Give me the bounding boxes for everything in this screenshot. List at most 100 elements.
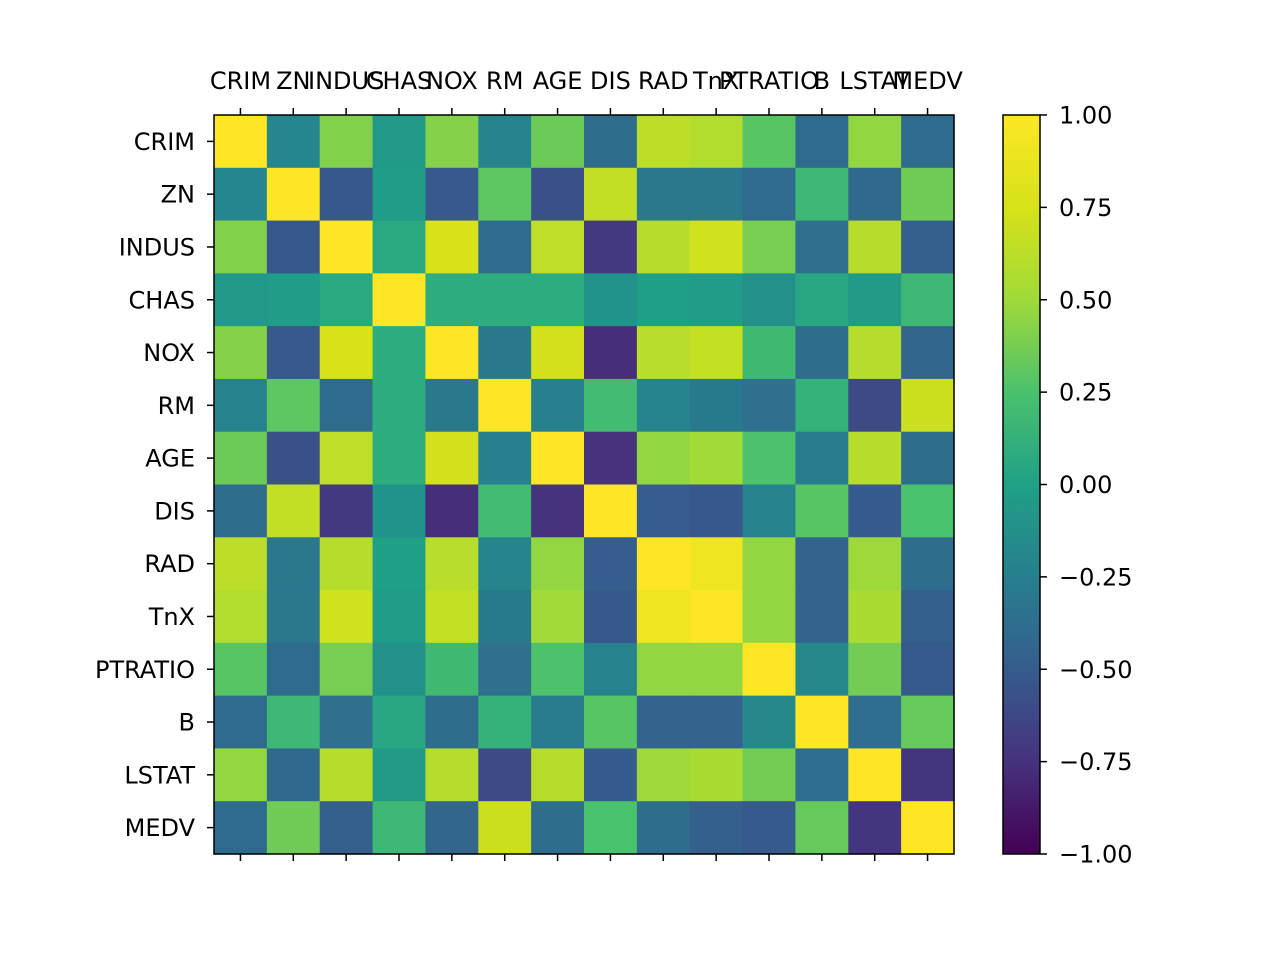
- y-tick-label: NOX: [143, 339, 195, 367]
- colorbar: [1002, 114, 1041, 855]
- heatmap-cell: [689, 431, 744, 486]
- heatmap-cell: [425, 748, 479, 802]
- heatmap-cell: [689, 748, 744, 802]
- y-tick-label: AGE: [145, 445, 195, 473]
- heatmap-cell: [319, 748, 374, 802]
- heatmap-cell: [636, 801, 691, 855]
- colorbar-tick-label: 0.25: [1059, 379, 1112, 407]
- heatmap-cell: [901, 115, 955, 169]
- heatmap-cell: [214, 431, 268, 486]
- heatmap-cell: [425, 537, 479, 591]
- heatmap-cell: [319, 115, 374, 169]
- heatmap-cell: [742, 801, 797, 855]
- x-tick-label: MEDV: [892, 67, 963, 95]
- heatmap-cell: [848, 220, 902, 274]
- heatmap-cell: [531, 748, 585, 802]
- heatmap-cell: [214, 378, 268, 433]
- heatmap-cell: [372, 167, 427, 222]
- heatmap-cell: [901, 431, 955, 486]
- heatmap-cell: [372, 115, 427, 169]
- heatmap-cell: [531, 431, 585, 486]
- heatmap-cell: [319, 537, 374, 591]
- heatmap-cell: [742, 115, 797, 169]
- x-tick-label: TnX: [692, 67, 739, 95]
- x-tick-label: PTRATIO: [719, 67, 819, 95]
- heatmap-cell: [795, 748, 849, 802]
- colorbar-tick-label: 1.00: [1059, 102, 1112, 130]
- heatmap-cell: [901, 537, 955, 591]
- y-tick-label: B: [179, 709, 195, 737]
- heatmap-cell: [478, 748, 532, 802]
- colorbar-gradient: [1002, 114, 1041, 855]
- heatmap-cell: [636, 537, 691, 591]
- heatmap-cell: [214, 642, 268, 697]
- x-tick-label: AGE: [533, 67, 583, 95]
- heatmap-cell: [795, 537, 849, 591]
- heatmap-cell: [584, 484, 638, 538]
- heatmap-cell: [742, 326, 797, 380]
- x-tick-label: CRIM: [210, 67, 271, 95]
- heatmap-cell: [214, 801, 268, 855]
- heatmap-cell: [372, 273, 427, 327]
- heatmap-cell: [319, 326, 374, 380]
- heatmap-cell: [214, 220, 268, 274]
- heatmap-cell: [372, 431, 427, 486]
- heatmap-cell: [584, 801, 638, 855]
- heatmap-cell: [636, 115, 691, 169]
- heatmap-cell: [266, 590, 321, 644]
- colorbar-tick-label: 0.50: [1059, 286, 1112, 314]
- heatmap-cell: [584, 431, 638, 486]
- heatmap-cell: [425, 431, 479, 486]
- heatmap-cell: [266, 695, 321, 750]
- heatmap-cell: [372, 484, 427, 538]
- heatmap-cell: [636, 695, 691, 750]
- y-tick-label: DIS: [154, 497, 195, 525]
- heatmap-cell: [901, 167, 955, 222]
- heatmap-cell: [742, 431, 797, 486]
- heatmap-cell: [901, 695, 955, 750]
- heatmap-cell: [425, 695, 479, 750]
- heatmap-cell: [848, 590, 902, 644]
- y-tick-label: CHAS: [129, 286, 195, 314]
- heatmap-cell: [689, 484, 744, 538]
- colorbar-ticks: 1.00 0.75 0.50 0.25 0.00 −0.25 −0.50 −0.75 −1.00: [1040, 102, 1133, 869]
- heatmap-frame: [213, 114, 955, 855]
- heatmap-cell: [795, 431, 849, 486]
- heatmap-cell: [742, 273, 797, 327]
- heatmap-cell: [584, 748, 638, 802]
- heatmap-cell: [689, 273, 744, 327]
- heatmap-cell: [266, 484, 321, 538]
- x-tick-label: RM: [486, 67, 523, 95]
- heatmap-cell: [425, 273, 479, 327]
- heatmap-cell: [266, 801, 321, 855]
- heatmap-cell: [584, 590, 638, 644]
- heatmap-cell: [584, 115, 638, 169]
- heatmap-cell: [266, 431, 321, 486]
- heatmap-cell: [795, 695, 849, 750]
- y-axis-ticks: CRIM ZN INDUS CHAS NOX RM AGE DIS RAD TnX PTRATIO B…: [95, 128, 214, 842]
- heatmap-cell: [214, 167, 268, 222]
- y-tick-label: LSTAT: [124, 761, 195, 789]
- heatmap-cell: [584, 642, 638, 697]
- heatmap-cell: [266, 642, 321, 697]
- y-tick-label: ZN: [161, 181, 195, 209]
- heatmap-cell: [425, 167, 479, 222]
- heatmap-cell: [742, 748, 797, 802]
- heatmap-cell: [848, 273, 902, 327]
- heatmap-cell: [266, 220, 321, 274]
- heatmap-cell: [478, 695, 532, 750]
- heatmap-cell: [372, 801, 427, 855]
- heatmap-cell: [901, 273, 955, 327]
- heatmap-cell: [901, 220, 955, 274]
- heatmap-cell: [531, 537, 585, 591]
- heatmap-cell: [214, 537, 268, 591]
- heatmap-cell: [636, 273, 691, 327]
- heatmap-cell: [266, 537, 321, 591]
- heatmap-cell: [689, 642, 744, 697]
- y-tick-label: RAD: [144, 550, 195, 578]
- heatmap-cell: [372, 378, 427, 433]
- heatmap-cell: [372, 590, 427, 644]
- heatmap-cell: [319, 431, 374, 486]
- y-tick-label: CRIM: [134, 128, 195, 156]
